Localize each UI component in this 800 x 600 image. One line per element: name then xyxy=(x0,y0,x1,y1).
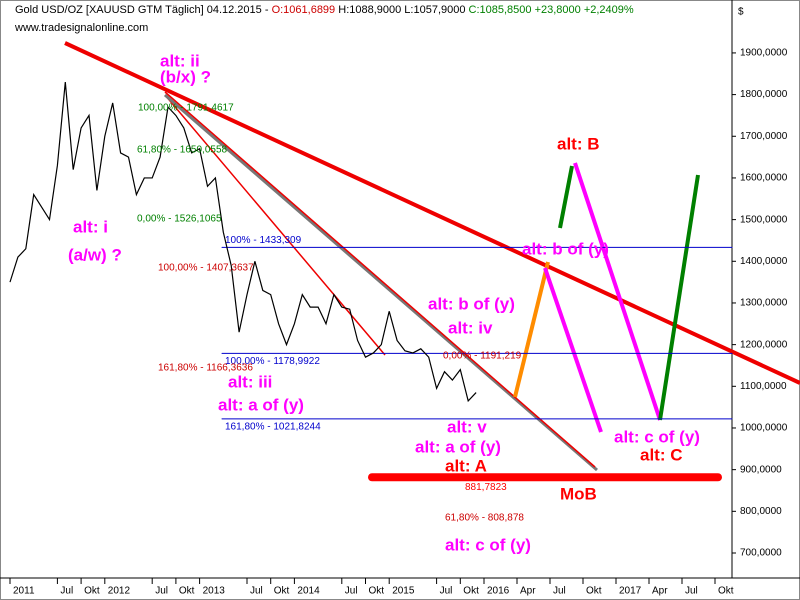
wave-line xyxy=(513,261,550,398)
wave-line xyxy=(573,162,662,421)
source: www.tradesignalonline.com xyxy=(14,22,148,34)
x-tick-label: Okt xyxy=(179,586,195,597)
wave-label: alt: v xyxy=(447,417,487,436)
x-tick-label: Okt xyxy=(274,586,290,597)
fib-label: 100,00% - 1791,4617 xyxy=(138,103,234,114)
y-tick-label: 1500,0000 xyxy=(740,214,788,225)
fib-label: 61,80% - 808,878 xyxy=(445,513,524,524)
y-tick-label: 1900,0000 xyxy=(740,48,788,59)
x-tick-label: Okt xyxy=(718,586,734,597)
wave-label: alt: C xyxy=(640,445,683,464)
x-tick-label: Apr xyxy=(652,586,668,597)
wave-label: alt: iv xyxy=(448,318,493,337)
level-label: 100,00% - 1178,9922 xyxy=(225,356,320,367)
price-line xyxy=(9,82,477,403)
y-tick-label: 1300,0000 xyxy=(740,298,788,309)
x-tick-label: Jul xyxy=(155,586,168,597)
wave-label: alt: b of (y) xyxy=(522,239,609,258)
wave-label: alt: c of (y) xyxy=(614,427,700,446)
wave-label: alt: A xyxy=(445,456,487,475)
header-part: C:1085,8500 +23,8000 +2,2409% xyxy=(469,4,634,16)
wave-label: alt: B xyxy=(557,134,600,153)
wave-label: alt: b of (y) xyxy=(428,294,515,313)
x-tick-label: 2012 xyxy=(108,586,131,597)
y-tick-label: 900,0000 xyxy=(740,464,782,475)
wave-line xyxy=(558,165,574,229)
y-tick-label: 800,0000 xyxy=(740,506,782,517)
wave-line xyxy=(658,174,700,421)
y-tick-label: 1200,0000 xyxy=(740,339,788,350)
header-part: Gold USD/OZ [XAUUSD GTM Täglich] 04.12.2… xyxy=(15,4,272,16)
x-tick-label: 2017 xyxy=(619,586,642,597)
level-label: 100% - 1433,309 xyxy=(225,235,302,246)
x-tick-label: Okt xyxy=(369,586,385,597)
wave-line xyxy=(543,267,603,433)
wave-label: MoB xyxy=(560,484,597,503)
wave-label: (b/x) ? xyxy=(160,67,211,86)
x-tick-label: Okt xyxy=(586,586,602,597)
fib-label: 0,00% - 1191,219 xyxy=(443,351,522,362)
y-tick-label: 1800,0000 xyxy=(740,89,788,100)
x-tick-label: 2011 xyxy=(13,586,35,597)
trendlines xyxy=(64,41,800,472)
y-tick-label: 1000,0000 xyxy=(740,423,788,434)
x-tick-label: Jul xyxy=(440,586,453,597)
fib-label: 0,00% - 1526,1065 xyxy=(137,214,222,225)
wave-label: alt: i xyxy=(73,217,108,236)
level-label: 881,7823 xyxy=(465,482,507,493)
x-tick-label: Okt xyxy=(84,586,100,597)
x-tick-label: 2015 xyxy=(392,586,415,597)
header-part: O:1061,6899 xyxy=(272,4,336,16)
y-tick-label: 1700,0000 xyxy=(740,131,788,142)
x-tick-label: Jul xyxy=(345,586,358,597)
wave-label: alt: a of (y) xyxy=(415,437,501,456)
y-tick-label: 1100,0000 xyxy=(740,381,787,392)
trendline xyxy=(64,41,800,385)
fib-label: 100,00% - 1407,3637 xyxy=(158,263,254,274)
fib-label: 161,80% - 1166,3636 xyxy=(158,363,253,374)
y-tick-label: 1600,0000 xyxy=(740,173,788,184)
header: Gold USD/OZ [XAUUSD GTM Täglich] 04.12.2… xyxy=(15,4,634,16)
y-tick-label: 700,0000 xyxy=(740,548,782,559)
fib-label: 61,80% - 1650,0558 xyxy=(137,145,228,156)
wave-label: (a/w) ? xyxy=(68,245,122,264)
x-tick-label: Jul xyxy=(250,586,263,597)
level-label: 161,80% - 1021,8244 xyxy=(225,422,321,433)
x-tick-label: Okt xyxy=(463,586,479,597)
trendline xyxy=(164,91,596,468)
x-tick-label: Jul xyxy=(60,586,73,597)
x-tick-label: Apr xyxy=(520,586,536,597)
wave-label: alt: ii xyxy=(160,51,200,70)
x-tick-label: 2014 xyxy=(297,586,320,597)
unit: $ xyxy=(738,7,744,18)
x-tick-label: Jul xyxy=(553,586,566,597)
y-tick-label: 1400,0000 xyxy=(740,256,788,267)
wave-label: alt: c of (y) xyxy=(445,535,531,554)
wave-label: alt: a of (y) xyxy=(218,395,304,414)
x-tick-label: Jul xyxy=(685,586,698,597)
trendline xyxy=(164,93,598,472)
trendline xyxy=(164,94,386,356)
x-tick-label: 2013 xyxy=(203,586,226,597)
x-tick-label: 2016 xyxy=(487,586,510,597)
header-part: H:1088,9000 L:1057,9000 xyxy=(335,4,468,16)
wave-label: alt: iii xyxy=(228,372,272,391)
